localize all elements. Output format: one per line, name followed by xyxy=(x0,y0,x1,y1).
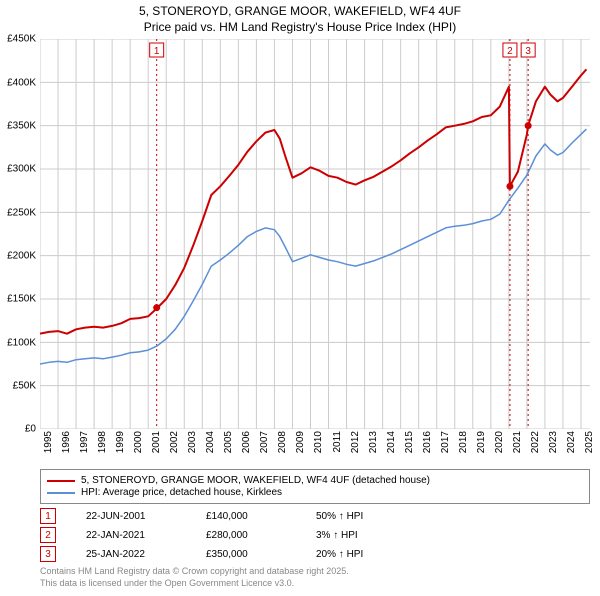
x-tick-label: 2002 xyxy=(169,431,180,453)
legend: 5, STONEROYD, GRANGE MOOR, WAKEFIELD, WF… xyxy=(40,469,590,504)
x-tick-label: 2022 xyxy=(530,431,541,453)
svg-text:1: 1 xyxy=(154,46,160,57)
marker-hpi: 20% ↑ HPI xyxy=(316,549,396,560)
legend-swatch xyxy=(47,480,75,482)
x-tick-label: 2010 xyxy=(313,431,324,453)
marker-date: 22-JAN-2021 xyxy=(86,530,176,541)
marker-number-box: 3 xyxy=(40,546,56,562)
x-tick-label: 1995 xyxy=(43,431,54,453)
x-tick-label: 2024 xyxy=(566,431,577,453)
markers-table: 1 22-JUN-2001 £140,000 50% ↑ HPI 2 22-JAN-202… xyxy=(40,508,590,562)
x-tick-label: 2017 xyxy=(440,431,451,453)
marker-row: 1 22-JUN-2001 £140,000 50% ↑ HPI xyxy=(40,508,590,524)
chart-title-line-2: Price paid vs. HM Land Registry's House … xyxy=(0,20,600,36)
x-tick-label: 1996 xyxy=(61,431,72,453)
attribution-line-1: Contains HM Land Registry data © Crown c… xyxy=(40,566,590,578)
y-tick-label: £250K xyxy=(7,207,40,218)
x-tick-label: 2004 xyxy=(205,431,216,453)
legend-row: HPI: Average price, detached house, Kirk… xyxy=(47,487,583,498)
y-tick-label: £300K xyxy=(7,164,40,175)
x-tick-label: 2016 xyxy=(422,431,433,453)
x-tick-label: 2006 xyxy=(241,431,252,453)
x-tick-label: 2001 xyxy=(151,431,162,453)
y-tick-label: £0 xyxy=(25,424,40,435)
legend-label: HPI: Average price, detached house, Kirk… xyxy=(81,487,282,498)
marker-date: 22-JUN-2001 xyxy=(86,511,176,522)
plot-svg: 1 2 3 xyxy=(40,39,590,429)
x-tick-label: 1997 xyxy=(79,431,90,453)
marker-row: 3 25-JAN-2022 £350,000 20% ↑ HPI xyxy=(40,546,590,562)
attribution-line-2: This data is licensed under the Open Gov… xyxy=(40,578,590,590)
x-tick-label: 2018 xyxy=(458,431,469,453)
svg-text:2: 2 xyxy=(507,46,513,57)
x-tick-label: 2008 xyxy=(277,431,288,453)
x-tick-label: 2000 xyxy=(133,431,144,453)
x-tick-label: 2019 xyxy=(476,431,487,453)
y-tick-label: £400K xyxy=(7,77,40,88)
x-tick-label: 1999 xyxy=(115,431,126,453)
x-tick-label: 2020 xyxy=(494,431,505,453)
x-tick-label: 2015 xyxy=(404,431,415,453)
plot-area: £0£50K£100K£150K£200K£250K£300K£350K£400… xyxy=(40,39,590,429)
y-tick-label: £100K xyxy=(7,337,40,348)
x-tick-label: 1998 xyxy=(97,431,108,453)
x-axis: 1995 1996 1997 1998 1999 2000 2001 2002 2003 2004… xyxy=(40,429,590,463)
y-tick-label: £200K xyxy=(7,250,40,261)
x-tick-label: 2021 xyxy=(512,431,523,453)
attribution: Contains HM Land Registry data © Crown c… xyxy=(40,566,590,589)
x-tick-label: 2009 xyxy=(295,431,306,453)
x-tick-label: 2011 xyxy=(332,431,343,453)
y-tick-label: £350K xyxy=(7,120,40,131)
x-tick-label: 2023 xyxy=(548,431,559,453)
marker-price: £350,000 xyxy=(206,549,286,560)
svg-text:3: 3 xyxy=(525,46,531,57)
legend-label: 5, STONEROYD, GRANGE MOOR, WAKEFIELD, WF… xyxy=(81,475,430,486)
x-tick-label: 2013 xyxy=(368,431,379,453)
legend-swatch xyxy=(47,492,75,494)
chart-title-block: 5, STONEROYD, GRANGE MOOR, WAKEFIELD, WF… xyxy=(0,0,600,35)
marker-number-box: 2 xyxy=(40,527,56,543)
marker-price: £140,000 xyxy=(206,511,286,522)
marker-price: £280,000 xyxy=(206,530,286,541)
y-tick-label: £150K xyxy=(7,294,40,305)
y-tick-label: £450K xyxy=(7,34,40,45)
x-tick-label: 2025 xyxy=(584,431,595,453)
marker-row: 2 22-JAN-2021 £280,000 3% ↑ HPI xyxy=(40,527,590,543)
x-tick-label: 2003 xyxy=(187,431,198,453)
x-tick-label: 2007 xyxy=(259,431,270,453)
marker-date: 25-JAN-2022 xyxy=(86,549,176,560)
marker-hpi: 50% ↑ HPI xyxy=(316,511,396,522)
legend-row: 5, STONEROYD, GRANGE MOOR, WAKEFIELD, WF… xyxy=(47,475,583,486)
x-tick-label: 2005 xyxy=(223,431,234,453)
y-tick-label: £50K xyxy=(13,380,40,391)
chart-container: 5, STONEROYD, GRANGE MOOR, WAKEFIELD, WF… xyxy=(0,0,600,590)
marker-hpi: 3% ↑ HPI xyxy=(316,530,396,541)
x-tick-label: 2012 xyxy=(350,431,361,453)
chart-title-line-1: 5, STONEROYD, GRANGE MOOR, WAKEFIELD, WF… xyxy=(0,4,600,20)
marker-number-box: 1 xyxy=(40,508,56,524)
x-tick-label: 2014 xyxy=(386,431,397,453)
